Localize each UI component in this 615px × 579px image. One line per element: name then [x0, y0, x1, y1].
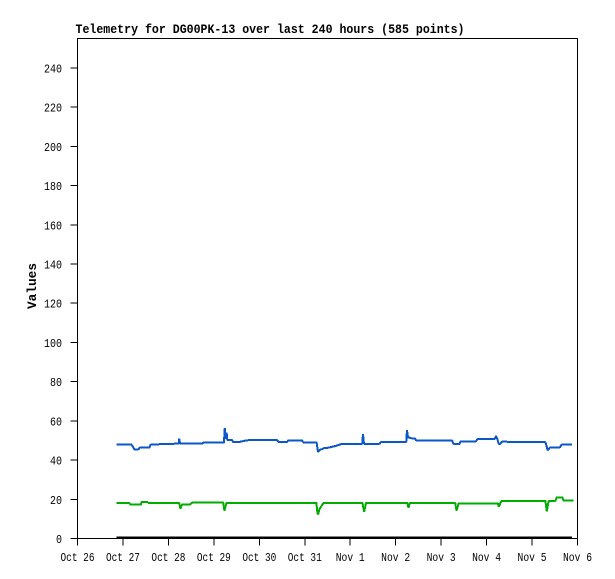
svg-text:Nov 5: Nov 5	[518, 551, 547, 565]
svg-text:Nov 6: Nov 6	[563, 551, 592, 565]
svg-text:Nov 3: Nov 3	[427, 551, 456, 565]
svg-text:160: 160	[44, 219, 62, 233]
svg-text:Oct 31: Oct 31	[288, 551, 322, 565]
svg-text:Nov 1: Nov 1	[336, 551, 365, 565]
svg-text:0: 0	[56, 533, 62, 547]
svg-text:40: 40	[50, 455, 62, 469]
svg-text:Oct 30: Oct 30	[242, 551, 276, 565]
svg-text:Oct 29: Oct 29	[197, 551, 231, 565]
svg-text:Telemetry for DG00PK-13 over l: Telemetry for DG00PK-13 over last 240 ho…	[76, 23, 465, 37]
svg-text:Oct 27: Oct 27	[106, 551, 140, 565]
svg-text:200: 200	[44, 141, 62, 155]
svg-text:Nov 4: Nov 4	[472, 551, 501, 565]
svg-text:140: 140	[44, 259, 62, 273]
svg-text:Values: Values	[26, 263, 40, 309]
svg-text:Oct 28: Oct 28	[151, 551, 185, 565]
svg-text:180: 180	[44, 180, 62, 194]
svg-text:220: 220	[44, 102, 62, 116]
svg-text:80: 80	[50, 376, 62, 390]
svg-text:Oct 26: Oct 26	[61, 551, 95, 565]
svg-text:100: 100	[44, 337, 62, 351]
svg-text:20: 20	[50, 494, 62, 508]
svg-text:60: 60	[50, 415, 62, 429]
svg-text:120: 120	[44, 298, 62, 312]
svg-text:240: 240	[44, 63, 62, 77]
svg-text:Nov 2: Nov 2	[381, 551, 410, 565]
